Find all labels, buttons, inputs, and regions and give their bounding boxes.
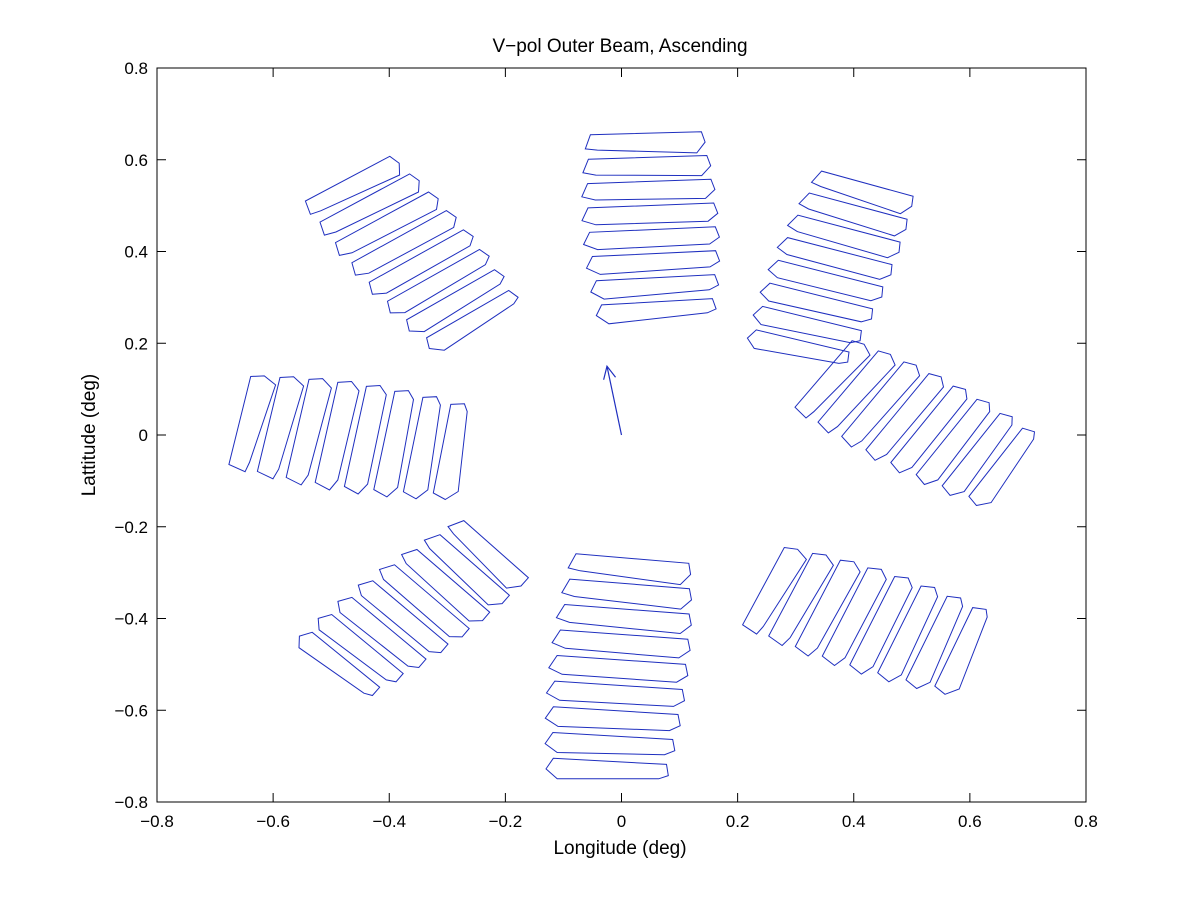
y-tick-label: 0	[139, 426, 148, 445]
beam-segment-upper-left	[334, 191, 439, 256]
beam-segment-lower-left	[400, 548, 491, 622]
beam-segment-bottom	[551, 629, 691, 659]
beam-segment-upper-right	[746, 329, 850, 364]
x-tick-label: 0.8	[1074, 812, 1098, 831]
beam-segment-upper-left	[406, 269, 505, 333]
beam-segment-upper-right	[752, 305, 862, 344]
x-tick-label: 0.6	[958, 812, 982, 831]
y-tick-label: 0.2	[124, 334, 148, 353]
beam-segment-bottom	[567, 553, 692, 586]
beam-segments	[228, 131, 1036, 780]
beam-segment-lower-right	[905, 595, 964, 690]
beam-segment-upper-right	[786, 214, 901, 259]
beam-segment-top	[585, 250, 721, 275]
beam-segment-upper-right	[798, 192, 908, 237]
y-tick-label: 0.4	[124, 243, 148, 262]
beam-segment-left	[343, 384, 387, 495]
beam-segment-top	[582, 154, 712, 177]
beam-segment-bottom	[561, 578, 693, 610]
x-tick-label: 0.2	[726, 812, 750, 831]
x-tick-label: −0.8	[140, 812, 174, 831]
beam-segment-lower-right	[768, 552, 834, 647]
beam-segment-top	[582, 226, 721, 251]
beam-segment-upper-right	[759, 282, 874, 323]
y-axis-label: Lattitude (deg)	[79, 374, 100, 497]
beam-segment-lower-left	[298, 631, 381, 697]
beam-segment-right	[794, 340, 871, 419]
beam-segment-top	[581, 202, 719, 226]
axis-ticks	[156, 67, 1087, 803]
beam-segment-left	[432, 403, 468, 501]
beam-segment-bottom	[544, 706, 681, 732]
beam-segment-right	[968, 427, 1036, 507]
beam-segment-lower-left	[423, 534, 511, 606]
beam-segment-upper-left	[351, 210, 457, 276]
beam-segment-left	[285, 378, 332, 486]
arrow-head	[603, 364, 617, 380]
y-tick-label: 0.8	[124, 59, 148, 78]
beam-segment-right	[941, 412, 1013, 496]
beam-segment-lower-right	[741, 546, 808, 635]
x-tick-label: 0	[617, 812, 626, 831]
beam-segment-lower-left	[317, 613, 404, 683]
x-tick-label: 0.4	[842, 812, 866, 831]
beam-segment-right	[915, 398, 991, 486]
beam-segment-left	[314, 380, 360, 491]
beam-segment-right	[890, 385, 968, 474]
beam-segment-bottom	[545, 680, 686, 707]
beam-segment-lower-left	[378, 564, 470, 638]
beam-segment-right	[817, 350, 896, 434]
beam-segment-right	[865, 373, 945, 461]
beam-segment-left	[402, 396, 441, 500]
y-tick-label: −0.4	[114, 610, 148, 629]
x-tick-label: −0.2	[489, 812, 523, 831]
beam-segment-lower-left	[447, 520, 530, 589]
y-tick-label: 0.6	[124, 151, 148, 170]
y-tick-label: −0.6	[114, 701, 148, 720]
beam-segment-upper-right	[767, 259, 884, 302]
beam-segment-upper-left	[386, 248, 490, 314]
beam-segment-top	[595, 298, 717, 325]
axis-tick-labels: −0.8 −0.6 −0.4 −0.2 0 0.2 0.4 0.6 0.8 −0.8 −0.6 −0.…	[114, 59, 1097, 831]
beam-segment-upper-right	[810, 170, 914, 215]
y-tick-label: −0.2	[114, 518, 148, 537]
beam-segment-bottom	[555, 603, 692, 635]
direction-arrow	[603, 364, 623, 436]
beam-segment-lower-right	[877, 585, 939, 683]
arrow-shaft	[606, 366, 623, 436]
beam-segment-upper-right	[776, 237, 893, 280]
beam-segment-upper-left	[426, 289, 519, 351]
beam-segment-bottom	[548, 654, 689, 683]
beam-segment-bottom	[545, 757, 669, 780]
beam-segment-lower-right	[821, 567, 887, 667]
chart-title: V−pol Outer Beam, Ascending	[492, 36, 747, 57]
beam-segment-left	[228, 375, 277, 473]
beam-segment-top	[581, 178, 716, 201]
x-axis-label: Longitude (deg)	[553, 838, 686, 859]
beam-segment-lower-right	[794, 559, 861, 657]
beam-segment-lower-left	[337, 596, 427, 669]
beam-segment-lower-right	[934, 607, 988, 695]
beam-segment-lower-right	[849, 575, 913, 675]
x-tick-label: −0.6	[256, 812, 290, 831]
beam-segment-upper-left	[304, 155, 401, 215]
beam-segment-bottom	[544, 731, 676, 756]
beam-segment-lower-left	[357, 580, 449, 654]
beam-segment-upper-left	[368, 229, 474, 295]
y-tick-label: −0.8	[114, 793, 148, 812]
beam-segment-left	[373, 390, 415, 498]
x-tick-label: −0.4	[372, 812, 406, 831]
beam-segment-top	[590, 274, 720, 300]
beam-segment-top	[584, 131, 706, 154]
beam-segment-left	[256, 376, 305, 480]
beam-segment-upper-left	[319, 173, 420, 236]
beam-segment-right	[841, 361, 921, 448]
